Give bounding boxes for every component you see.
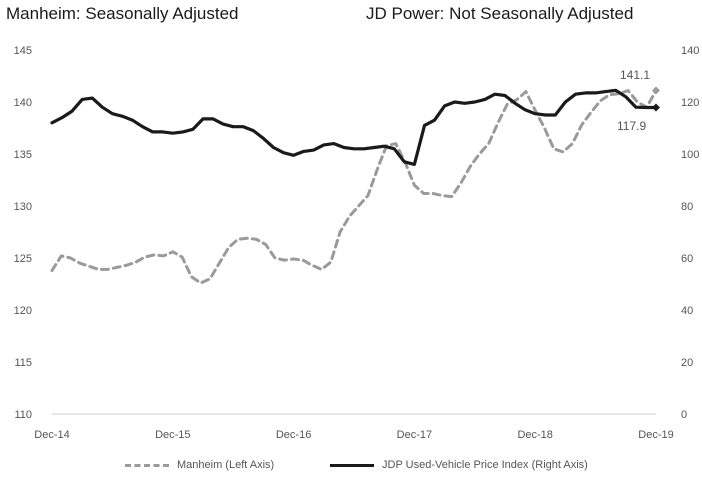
x-tick-label: Dec-18 xyxy=(517,429,552,441)
left-y-axis: 110 115 120 125 130 135 140 145 xyxy=(14,45,32,421)
end-marker-manheim xyxy=(652,86,660,95)
left-tick-label: 130 xyxy=(14,201,32,213)
right-tick-label: 140 xyxy=(681,45,699,57)
end-marker-jdp xyxy=(652,103,660,112)
x-tick-label: Dec-16 xyxy=(276,429,311,441)
right-tick-label: 120 xyxy=(681,97,699,109)
left-tick-label: 140 xyxy=(14,97,32,109)
annotation-layer: 141.1 117.9 xyxy=(617,68,650,133)
right-y-axis: 0 20 40 60 80 100 120 140 xyxy=(681,45,699,421)
right-tick-label: 100 xyxy=(681,149,699,161)
x-tick-label: Dec-17 xyxy=(397,429,432,441)
chart-title-right: JD Power: Not Seasonally Adjusted xyxy=(366,4,634,23)
annotation-manheim-latest: 141.1 xyxy=(620,68,650,82)
right-tick-label: 0 xyxy=(681,409,687,421)
legend-swatch-solid xyxy=(330,463,374,467)
annotation-jdp-latest: 117.9 xyxy=(617,119,646,133)
left-tick-label: 125 xyxy=(14,253,32,265)
chart-title-left: Manheim: Seasonally Adjusted xyxy=(6,4,239,23)
left-tick-label: 115 xyxy=(14,357,32,369)
right-tick-label: 60 xyxy=(681,253,693,265)
series-line-manheim xyxy=(50,89,658,285)
x-tick-label: Dec-19 xyxy=(638,429,673,441)
legend-item-manheim: Manheim (Left Axis) xyxy=(125,459,274,471)
left-tick-label: 135 xyxy=(14,149,32,161)
left-tick-label: 145 xyxy=(14,45,32,57)
right-tick-label: 20 xyxy=(681,357,693,369)
x-axis: Dec-14 Dec-15 Dec-16 Dec-17 Dec-18 Dec-19 xyxy=(34,413,674,441)
legend-swatch-dashed xyxy=(125,463,169,467)
right-tick-label: 80 xyxy=(681,201,693,213)
legend-label-jdp: JDP Used-Vehicle Price Index (Right Axis… xyxy=(382,459,588,471)
x-tick-label: Dec-14 xyxy=(34,429,69,441)
left-tick-label: 120 xyxy=(14,305,32,317)
series-line-jdp xyxy=(50,88,658,166)
right-tick-label: 40 xyxy=(681,305,693,317)
legend-label-manheim: Manheim (Left Axis) xyxy=(177,459,275,471)
legend-item-jdp: JDP Used-Vehicle Price Index (Right Axis… xyxy=(330,459,588,471)
left-tick-label: 110 xyxy=(14,409,32,421)
series-layer xyxy=(50,86,660,285)
x-tick-label: Dec-15 xyxy=(155,429,190,441)
